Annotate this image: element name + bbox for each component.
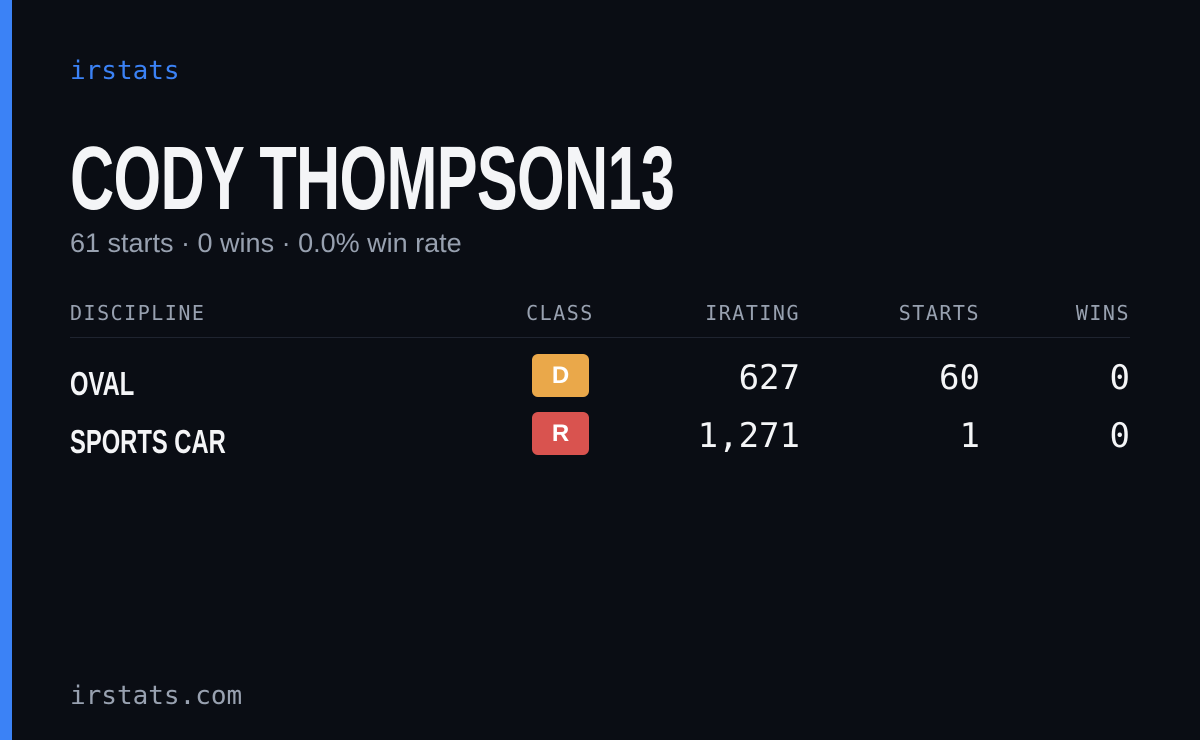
column-header: DISCIPLINE: [70, 301, 206, 325]
class-badge: D: [532, 354, 589, 397]
wins-value: 0: [1109, 358, 1130, 398]
irating-value: 627: [738, 358, 800, 398]
footer: irstats.com: [70, 681, 243, 711]
brand: irstats: [70, 56, 180, 86]
accent-bar: [0, 0, 12, 740]
class-badge: R: [532, 412, 589, 455]
irating-value: 1,271: [697, 416, 800, 456]
driver-summary: 61 starts · 0 wins · 0.0% win rate: [70, 228, 462, 258]
discipline: SPORTS CAR: [70, 423, 226, 460]
column-header: IRATING: [705, 301, 800, 325]
header-rule: [70, 337, 1130, 338]
driver-name: CODY THOMPSON13: [70, 129, 675, 229]
starts-value: 1: [959, 416, 980, 456]
column-header: STARTS: [898, 301, 980, 325]
discipline: OVAL: [70, 365, 135, 402]
column-header: CLASS: [526, 301, 594, 325]
starts-value: 60: [939, 358, 980, 398]
wins-value: 0: [1109, 416, 1130, 456]
column-header: WINS: [1075, 301, 1130, 325]
